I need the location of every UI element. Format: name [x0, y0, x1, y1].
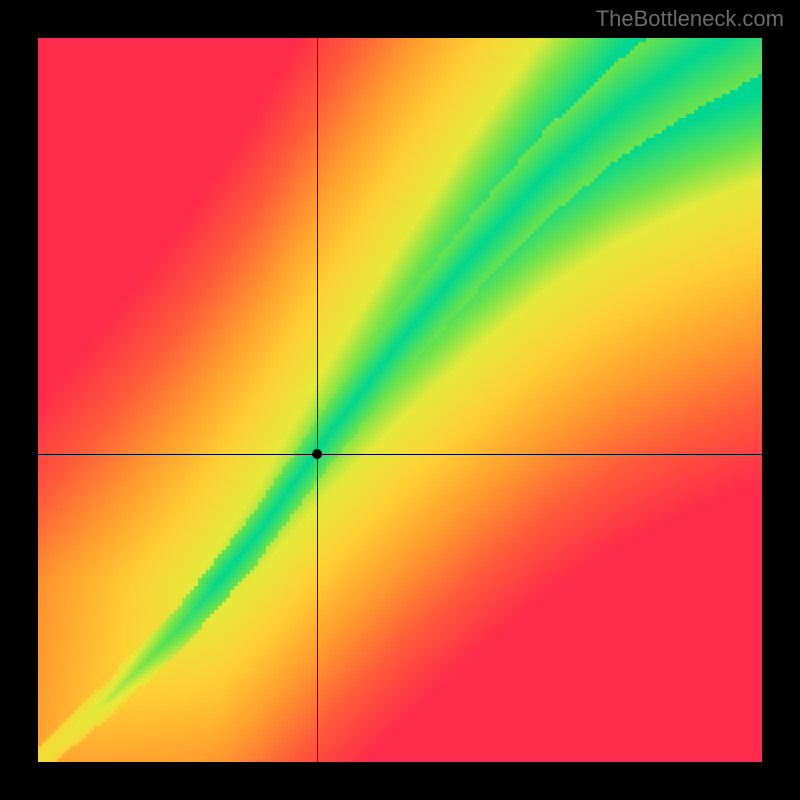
watermark-text: TheBottleneck.com [596, 6, 784, 32]
crosshair-marker [312, 449, 322, 459]
crosshair-horizontal [38, 454, 762, 455]
heatmap-plot [38, 38, 762, 762]
heatmap-canvas [38, 38, 762, 762]
crosshair-vertical [317, 38, 318, 762]
